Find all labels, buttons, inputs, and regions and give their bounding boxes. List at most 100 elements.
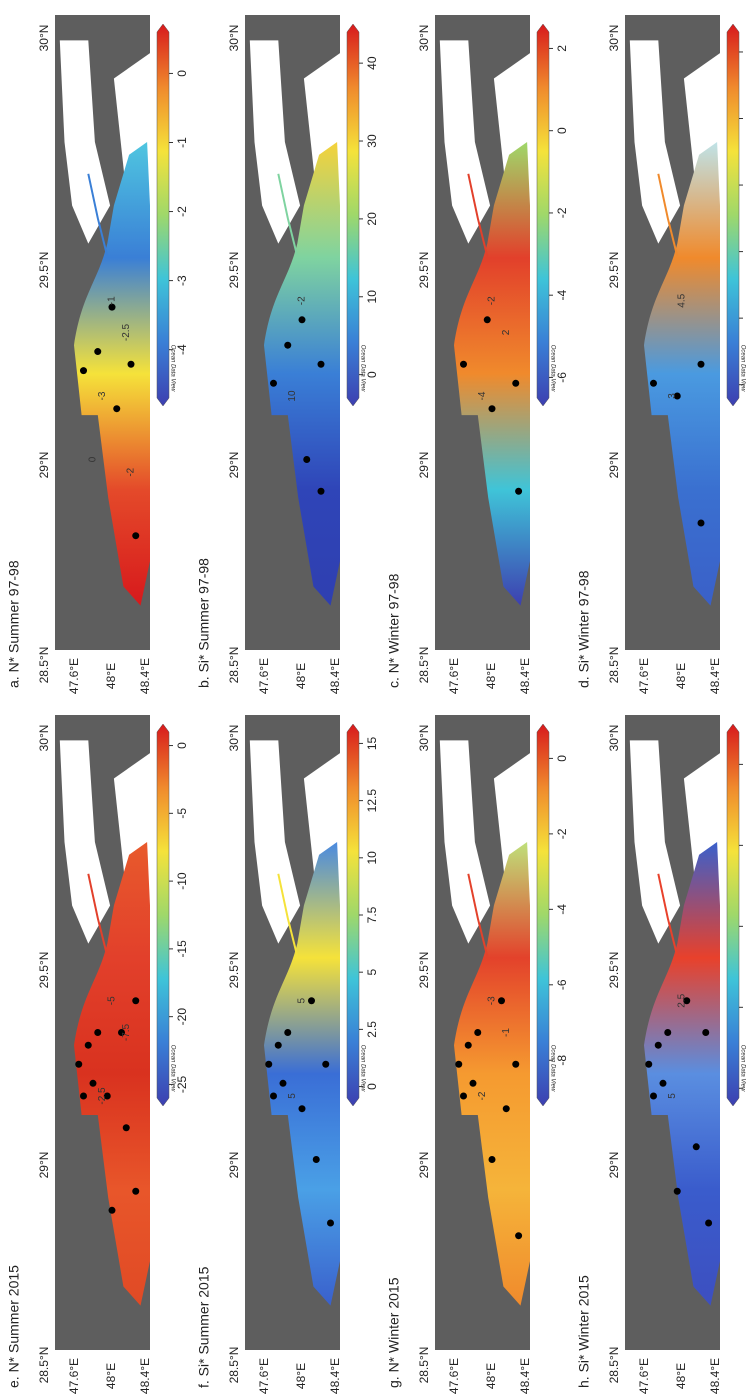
station [483, 316, 491, 324]
lat-label: 29.5°N [37, 952, 51, 989]
colorbar-credit: Ocean Data View [359, 345, 365, 392]
lon-label: 48.4°E [328, 658, 342, 694]
lat-label: 30°N [227, 25, 241, 52]
lat-label: 29°N [417, 1152, 431, 1179]
colorbar-tick-label: 5 [745, 181, 747, 188]
lat-label: 30°N [417, 725, 431, 752]
lon-label: 48.4°E [138, 1358, 152, 1394]
contour-label: -7.5 [121, 1023, 132, 1041]
station [298, 316, 306, 324]
panel-title: b. Si* Summer 97-98 [196, 558, 212, 688]
colorbar-tick-label: 75 [745, 838, 747, 852]
colorbar-tick-label: -10 [175, 872, 189, 890]
lat-label: 30°N [607, 25, 621, 52]
colorbar [346, 23, 360, 407]
station [298, 1105, 306, 1113]
station [284, 1029, 292, 1036]
station [75, 1060, 83, 1068]
lon-label: 48°E [294, 663, 308, 689]
station [94, 348, 102, 356]
contour-label: -4 [477, 391, 488, 400]
lat-label: 28.5°N [417, 647, 431, 684]
colorbar-tick-label: 4 [745, 248, 747, 255]
station [455, 1060, 463, 1068]
lat-label: 30°N [37, 25, 51, 52]
colorbar-tick-label: 0 [555, 755, 569, 762]
lat-label: 28.5°N [607, 647, 621, 684]
station [270, 1092, 277, 1100]
colorbar-tick-label: 40 [365, 56, 379, 70]
station [303, 456, 311, 463]
station [673, 392, 681, 400]
contour-label: -2 [297, 296, 308, 305]
lon-label: 48°E [674, 1363, 688, 1389]
station [673, 1187, 681, 1195]
lon-label: 47.6°E [257, 1358, 271, 1394]
river [657, 173, 679, 257]
colorbar-tick-label: 7 [745, 48, 747, 55]
contour-label: -3 [97, 391, 108, 400]
panel-title: d. Si* Winter 97-98 [576, 570, 592, 688]
panel-title: g. N* Winter 2015 [386, 1277, 402, 1388]
lat-label: 28.5°N [227, 1347, 241, 1384]
station [474, 1029, 482, 1036]
land [629, 40, 681, 244]
station [84, 1041, 92, 1049]
lon-label: 48°E [674, 663, 688, 689]
lon-label: 48.4°E [518, 658, 532, 694]
lon-label: 48°E [294, 1363, 308, 1389]
colorbar-tick-label: 20 [365, 212, 379, 226]
colorbar [536, 23, 550, 407]
station [317, 487, 325, 495]
colorbar-tick-label: 12.5 [365, 789, 379, 813]
station [327, 1219, 334, 1227]
land [629, 740, 681, 944]
lon-label: 48.4°E [708, 658, 722, 694]
station [697, 360, 705, 368]
colorbar-tick-label: -5 [175, 808, 189, 819]
lon-label: 48°E [104, 663, 118, 689]
station [498, 997, 505, 1005]
lon-label: 48.4°E [518, 1358, 532, 1394]
lat-label: 29.5°N [227, 952, 241, 989]
contour-label: 5 [667, 1093, 678, 1099]
contour-label: -2.5 [121, 323, 132, 341]
colorbar-tick-label: 2 [555, 45, 569, 52]
colorbar-tick-label: 0 [745, 1085, 747, 1092]
contour-label: 4.5 [677, 293, 688, 307]
colorbar-tick-label: -1 [175, 137, 189, 148]
lon-label: 48.4°E [708, 1358, 722, 1394]
lat-label: 29°N [227, 1152, 241, 1179]
land [439, 740, 491, 944]
river [277, 173, 299, 257]
colorbar-tick-label: 5 [745, 923, 747, 930]
colorbar [726, 723, 740, 1107]
station [512, 379, 520, 387]
colorbar-credit: Ocean Data View [359, 1045, 365, 1092]
station [284, 341, 292, 349]
lon-label: 47.6°E [257, 658, 271, 694]
colorbar-tick-label: 0 [175, 742, 189, 749]
land [59, 40, 111, 244]
station [322, 1060, 330, 1068]
lat-label: 30°N [227, 725, 241, 752]
colorbar [536, 723, 550, 1107]
station [132, 1187, 140, 1195]
station [265, 1060, 273, 1068]
map-panel: c. N* Winter 97-98 -2 -4 2 30°N 29.5°N 29°N 28.… [386, 15, 569, 694]
lon-label: 48°E [104, 1363, 118, 1389]
lat-label: 28.5°N [227, 647, 241, 684]
colorbar-tick-label: -2 [175, 206, 189, 217]
station [664, 1029, 672, 1036]
contour-label: -3 [487, 996, 498, 1005]
station [274, 1041, 282, 1049]
station [118, 1029, 125, 1036]
colorbar-tick-label: -8 [555, 1055, 569, 1066]
colorbar-tick-label: 0 [365, 371, 379, 378]
station [94, 1029, 102, 1036]
contour-label: 5 [287, 1093, 298, 1099]
station [464, 1041, 472, 1049]
colorbar [156, 23, 170, 407]
map-panel: a. N* Summer 97-98 -1 -3 -2.5 0 -2 30°N 29.5°N 2… [6, 15, 189, 694]
contour-label: 2.5 [677, 993, 688, 1007]
